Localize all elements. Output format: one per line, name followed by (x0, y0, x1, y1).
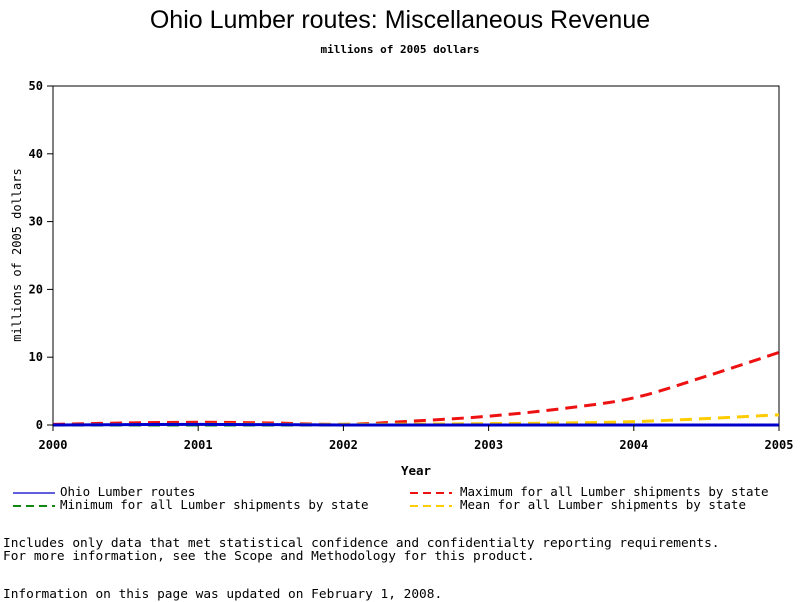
x-tick-label: 2004 (619, 438, 648, 452)
axis-layer: 0 10 20 30 40 50 2000 2001 2002 2003 2004 2005 (29, 79, 794, 452)
legend-swatch (410, 492, 452, 494)
note-methodology: For more information, see the Scope and … (3, 549, 535, 564)
line-chart: 0 10 20 30 40 50 2000 2001 2002 2003 2004 2005 Year… (10, 79, 794, 478)
legend-swatch (13, 505, 55, 507)
y-tick-label: 50 (29, 79, 43, 93)
x-tick-label: 2001 (184, 438, 213, 452)
x-tick-label: 2005 (765, 438, 794, 452)
chart-title: Ohio Lumber routes: Miscellaneous Revenu… (149, 6, 651, 34)
chart-subtitle: millions of 2005 dollars (320, 43, 480, 56)
legend: Ohio Lumber routes Maximum for all Lumber… (0, 484, 800, 517)
plot-area (52, 85, 780, 426)
legend-label: Mean for all Lumber shipments by state (460, 497, 746, 512)
legend-label: Ohio Lumber routes (60, 484, 196, 499)
y-tick-label: 30 (29, 215, 43, 229)
series-line-0 (52, 422, 779, 427)
y-tick-label: 20 (29, 282, 43, 296)
y-tick-label: 10 (29, 350, 43, 364)
note-updated: Information on this page was updated on … (3, 587, 443, 602)
x-tick-label: 2000 (39, 438, 68, 452)
x-axis-label: Year (401, 463, 432, 478)
x-tick-label: 2002 (329, 438, 358, 452)
legend-swatch (13, 492, 55, 494)
y-tick-label: 0 (36, 418, 43, 432)
y-tick-label: 40 (29, 147, 43, 161)
x-tick-label: 2003 (474, 438, 503, 452)
series-line-1 (52, 351, 780, 426)
legend-label: Maximum for all Lumber shipments by stat… (460, 484, 769, 499)
y-axis-label: millions of 2005 dollars (10, 168, 24, 341)
legend-swatch (410, 505, 452, 507)
legend-label: Minimum for all Lumber shipments by stat… (60, 497, 369, 512)
note-confidence: Includes only data that met statistical … (3, 536, 720, 551)
series-layer (52, 351, 780, 427)
